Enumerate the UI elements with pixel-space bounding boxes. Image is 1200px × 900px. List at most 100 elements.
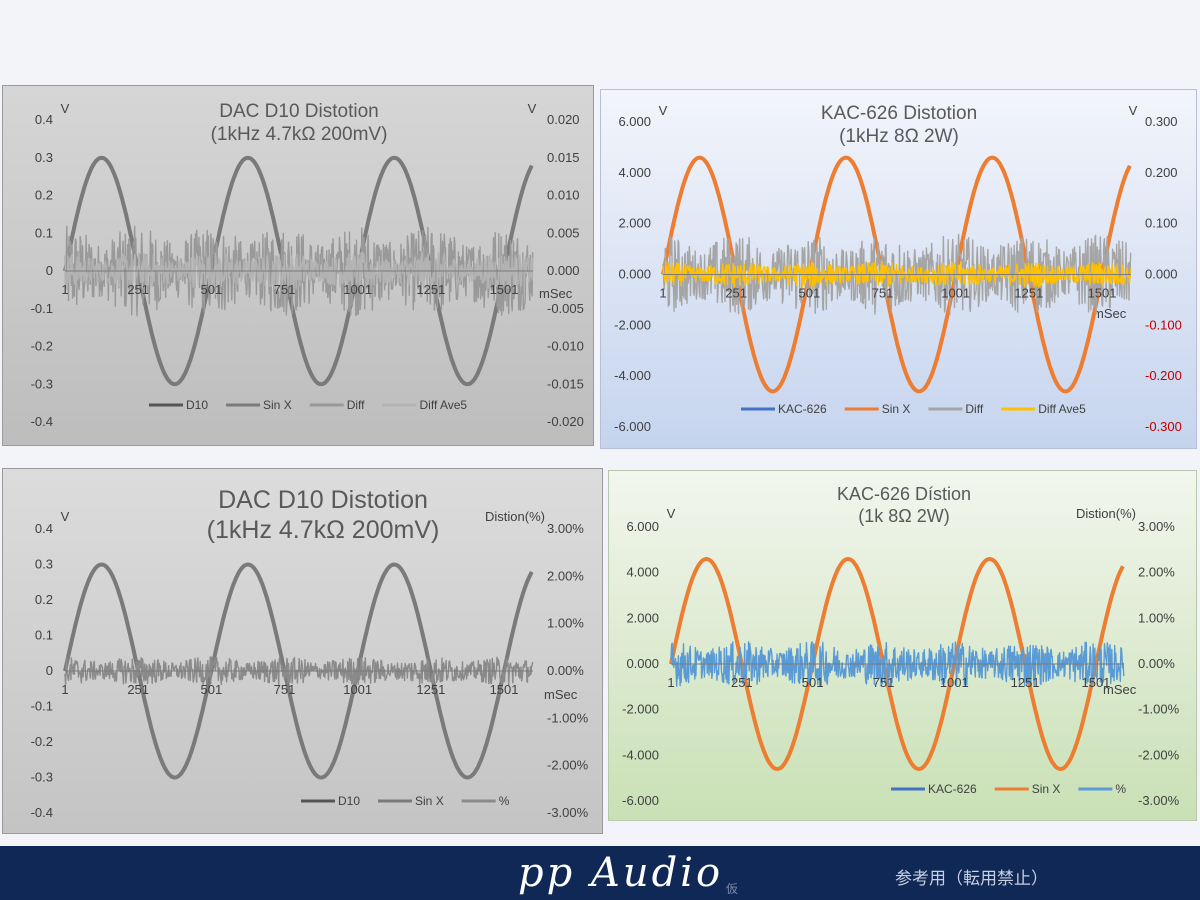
y-tick-left: -6.000 bbox=[614, 419, 651, 434]
series-line-sin-x bbox=[63, 562, 534, 780]
x-axis-label: mSec bbox=[1103, 682, 1137, 697]
y-tick-left: 0 bbox=[46, 663, 53, 678]
y-tick-left: -0.3 bbox=[31, 770, 53, 785]
y-axis-label-left: V bbox=[667, 506, 676, 521]
chart-panel-d10-percent: 0.4 0.3 0.2 0.1 0 -0.1 -0.2 -0.3 -0.4 3.00% 2.00% 1… bbox=[2, 468, 603, 834]
chart-svg: 6.000 4.000 2.000 0.000 -2.000 -4.000 -6.000 0.… bbox=[614, 103, 1182, 434]
chart-panel-kac626-diff: 6.000 4.000 2.000 0.000 -2.000 -4.000 -6.000 0.… bbox=[600, 89, 1197, 449]
y-tick-left: -0.4 bbox=[31, 414, 53, 429]
y-tick-left: 0.1 bbox=[35, 628, 53, 643]
x-tick-label: 1501 bbox=[1088, 286, 1117, 301]
y-axis-label-left: V bbox=[61, 101, 70, 116]
x-tick-label: 501 bbox=[200, 282, 222, 297]
y-tick-right: 0.000 bbox=[1145, 267, 1178, 282]
legend-label: Diff Ave5 bbox=[420, 398, 468, 412]
chart-title: KAC-626 Dístion (1k 8Ω 2W) bbox=[704, 484, 1104, 527]
y-tick-right: 0.000 bbox=[547, 263, 580, 278]
y-tick-right: -0.015 bbox=[547, 376, 584, 391]
y-tick-right: 0.010 bbox=[547, 188, 580, 203]
x-tick-label: 1 bbox=[61, 282, 68, 297]
x-tick-label: 1501 bbox=[490, 282, 519, 297]
legend-label: KAC-626 bbox=[778, 402, 827, 416]
legend-label: KAC-626 bbox=[928, 782, 977, 796]
y-tick-right: -1.00% bbox=[1138, 702, 1180, 717]
y-tick-right: 0.005 bbox=[547, 225, 580, 240]
chart-title-line1: DAC D10 Distotion bbox=[218, 486, 428, 514]
y-tick-right: -0.010 bbox=[547, 339, 584, 354]
y-tick-right: 0.100 bbox=[1145, 216, 1178, 231]
y-tick-right: 2.00% bbox=[1138, 565, 1175, 580]
x-axis-label: mSec bbox=[1093, 306, 1127, 321]
x-tick-label: 1501 bbox=[1081, 675, 1110, 690]
x-tick-label: 751 bbox=[274, 282, 296, 297]
series-line-sin-x bbox=[669, 557, 1125, 771]
y-tick-left: 4.000 bbox=[618, 165, 651, 180]
y-tick-left: -4.000 bbox=[614, 368, 651, 383]
y-tick-right: 0.200 bbox=[1145, 165, 1178, 180]
legend-label: D10 bbox=[338, 794, 360, 808]
y-axis-label-right: V bbox=[1129, 103, 1138, 118]
legend-label: Diff bbox=[347, 398, 365, 412]
y-tick-left: 2.000 bbox=[618, 216, 651, 231]
y-tick-left: -0.1 bbox=[31, 301, 53, 316]
y-tick-left: 4.000 bbox=[626, 565, 659, 580]
series-line-- bbox=[670, 641, 1125, 687]
y-tick-left: 0.4 bbox=[35, 521, 53, 536]
x-tick-label: 1001 bbox=[343, 682, 372, 697]
chart-title-line1: KAC-626 Dístion bbox=[836, 484, 972, 504]
x-tick-label: 1251 bbox=[416, 282, 445, 297]
x-tick-label: 1251 bbox=[416, 682, 445, 697]
x-tick-label: 1001 bbox=[343, 282, 372, 297]
series-line-diff bbox=[64, 225, 534, 317]
y-tick-left: -0.2 bbox=[31, 339, 53, 354]
y-tick-left: -0.1 bbox=[31, 699, 53, 714]
x-tick-label: 1001 bbox=[941, 286, 970, 301]
y-tick-left: 0.1 bbox=[35, 225, 53, 240]
series-line-sin-x bbox=[661, 155, 1132, 394]
y-tick-left: 0.2 bbox=[35, 592, 53, 607]
legend-label: Sin X bbox=[415, 794, 444, 808]
x-tick-label: 1 bbox=[61, 682, 68, 697]
y-tick-right: -3.00% bbox=[547, 805, 589, 820]
y-tick-left: -4.000 bbox=[622, 747, 659, 762]
y-tick-right: -0.100 bbox=[1145, 317, 1182, 332]
y-axis-label-right: V bbox=[528, 101, 537, 116]
legend-label: Sin X bbox=[1032, 782, 1061, 796]
x-tick-label: 1251 bbox=[1011, 675, 1040, 690]
y-tick-left: 0.000 bbox=[626, 656, 659, 671]
series-line-diff-ave5 bbox=[64, 251, 534, 291]
y-tick-left: -2.000 bbox=[614, 317, 651, 332]
y-tick-left: 0.2 bbox=[35, 188, 53, 203]
y-tick-left: 0 bbox=[46, 263, 53, 278]
x-tick-label: 1 bbox=[667, 675, 674, 690]
y-tick-right: 3.00% bbox=[1138, 519, 1175, 534]
y-axis-label-right: Distion(%) bbox=[485, 509, 545, 524]
y-tick-left: 0.3 bbox=[35, 150, 53, 165]
chart-title: DAC D10 Distotion (1kHz 4.7kΩ 200mV) bbox=[123, 485, 523, 545]
y-tick-right: -3.00% bbox=[1138, 793, 1180, 808]
chart-title-line1: KAC-626 Distotion bbox=[820, 103, 978, 124]
y-tick-left: -2.000 bbox=[622, 702, 659, 717]
draft-mark: 仮 bbox=[726, 882, 739, 896]
x-tick-label: 501 bbox=[802, 675, 824, 690]
x-axis-label: mSec bbox=[544, 687, 578, 702]
legend-label: D10 bbox=[186, 398, 208, 412]
y-tick-left: 0.3 bbox=[35, 557, 53, 572]
legend-label: Diff Ave5 bbox=[1038, 402, 1086, 416]
y-tick-right: -2.00% bbox=[1138, 747, 1180, 762]
y-tick-right: 1.00% bbox=[547, 616, 584, 631]
y-tick-right: 3.00% bbox=[547, 521, 584, 536]
x-tick-label: 751 bbox=[873, 675, 895, 690]
y-tick-left: 0.4 bbox=[35, 112, 53, 127]
y-tick-right: -1.00% bbox=[547, 710, 589, 725]
y-axis-label-right: Distion(%) bbox=[1076, 506, 1136, 521]
legend-label: % bbox=[1115, 782, 1126, 796]
y-tick-right: 0.020 bbox=[547, 112, 580, 127]
y-tick-left: 2.000 bbox=[626, 610, 659, 625]
chart-svg: 6.000 4.000 2.000 0.000 -2.000 -4.000 -6.000 3.… bbox=[622, 506, 1180, 808]
legend-label: Sin X bbox=[263, 398, 292, 412]
chart-title: DAC D10 Distotion (1kHz 4.7kΩ 200mV) bbox=[99, 101, 499, 147]
x-axis-label: mSec bbox=[539, 286, 573, 301]
chart-title-line2: (1kHz 4.7kΩ 200mV) bbox=[210, 123, 388, 145]
chart-title-line2: (1kHz 8Ω 2W) bbox=[839, 125, 959, 147]
